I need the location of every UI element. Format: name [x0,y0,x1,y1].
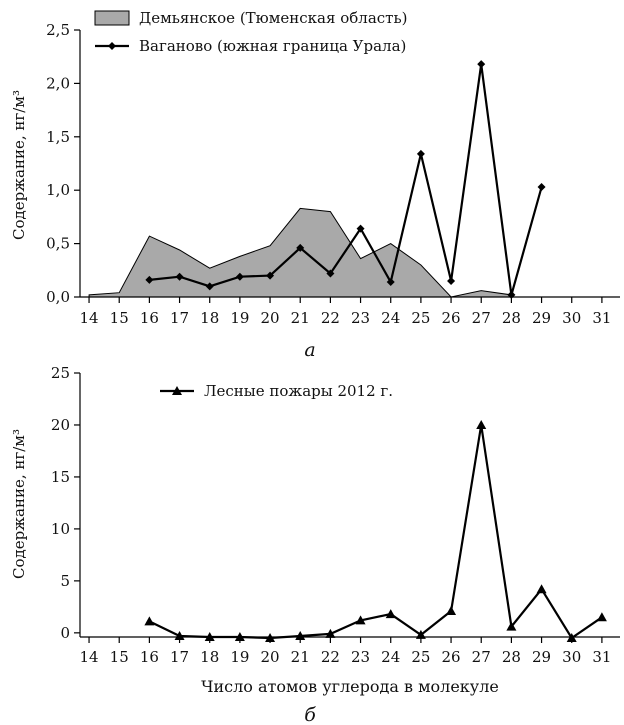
x-tick-label: 20 [261,309,280,327]
x-tick-label: 14 [80,309,99,327]
chart-panel-a: 0,0 0,5 1,0 1,5 2,0 2,5 14 15 16 17 18 19 20 21 22 23 24… [10,9,620,361]
x-tick-label: 19 [230,309,249,327]
data-point-29 [536,584,547,594]
legend-marker-0 [172,386,182,395]
panel-label: б [304,704,316,725]
x-tick-label: 26 [442,309,461,327]
data-point-21 [296,243,305,252]
data-point-23 [356,224,365,233]
x-tick-label: 25 [411,309,430,327]
x-tick-label: 16 [140,309,159,327]
data-point-26 [447,276,456,285]
legend-label-1: Ваганово (южная граница Урала) [139,37,406,55]
legend-label-0: Демьянское (Тюменская область) [139,9,407,27]
line-series-1 [149,64,543,296]
y-tick-label: 0,0 [46,288,70,306]
x-tick-label: 31 [592,309,611,327]
x-tick-label: 18 [200,648,219,666]
y-tick-label: 10 [51,520,70,538]
x-tick-label: 24 [381,648,400,666]
x-tick-label: 15 [110,309,129,327]
x-tick-label: 22 [321,648,340,666]
y-tick-label: 2,0 [46,74,70,92]
legend-swatch-0 [94,10,130,26]
legend-marker-1 [108,42,116,50]
data-point-25 [416,149,425,158]
y-tick-label: 5 [60,572,70,590]
data-point-19 [235,272,244,281]
x-tick-label: 30 [562,648,581,666]
x-tick-label: 14 [80,648,99,666]
x-tick-label: 28 [502,309,521,327]
data-point-31 [596,612,607,622]
y-axis-label: Содержание, нг/м³ [10,429,28,579]
x-tick-label: 25 [411,648,430,666]
data-point-16 [145,275,154,284]
y-tick-label: 15 [51,468,70,486]
legend-label-0: Лесные пожары 2012 г. [204,382,393,400]
x-tick-label: 28 [502,648,521,666]
x-tick-label: 21 [291,309,310,327]
y-tick-label: 0,5 [46,235,70,253]
x-tick-label: 19 [230,648,249,666]
x-tick-label: 16 [140,648,159,666]
y-axis-label: Содержание, нг/м³ [10,90,28,240]
y-tick-label: 20 [51,416,70,434]
x-tick-label: 31 [592,648,611,666]
x-tick-label: 30 [562,309,581,327]
data-point-22 [326,269,335,278]
data-point-23 [355,615,366,625]
x-tick-label: 26 [442,648,461,666]
chart-panel-b: 0 5 10 15 20 25 14 15 16 17 18 19 20 21 22 23 24 25 26 27 28… [10,364,620,725]
y-tick-label: 25 [51,364,70,382]
data-point-20 [266,271,275,280]
y-tick-label: 2,5 [46,21,70,39]
data-point-27 [476,419,487,429]
x-axis-label: Число атомов углерода в молекуле [201,677,499,696]
data-point-16 [144,616,155,626]
data-point-18 [205,282,214,291]
x-tick-label: 17 [170,309,189,327]
x-tick-label: 27 [472,309,491,327]
x-tick-label: 17 [170,648,189,666]
data-point-27 [477,60,486,69]
x-tick-label: 27 [472,648,491,666]
data-point-17 [175,272,184,281]
line-series-0 [148,424,603,640]
x-tick-label: 23 [351,309,370,327]
data-point-29 [537,182,546,191]
y-tick-label: 0 [60,624,70,642]
panel-label: а [304,339,315,361]
x-tick-label: 23 [351,648,370,666]
x-tick-label: 21 [291,648,310,666]
x-tick-label: 18 [200,309,219,327]
x-tick-label: 15 [110,648,129,666]
area-series-0 [88,207,512,298]
x-tick-label: 22 [321,309,340,327]
data-point-17 [174,630,185,640]
data-point-26 [446,606,457,616]
data-point-21 [295,630,306,640]
data-point-22 [325,628,336,638]
x-tick-label: 29 [532,309,551,327]
y-tick-label: 1,5 [46,128,70,146]
data-point-24 [386,278,395,287]
x-tick-label: 24 [381,309,400,327]
x-tick-label: 29 [532,648,551,666]
data-point-24 [385,609,396,619]
data-point-28 [506,621,517,631]
x-tick-label: 20 [261,648,280,666]
y-tick-label: 1,0 [46,181,70,199]
